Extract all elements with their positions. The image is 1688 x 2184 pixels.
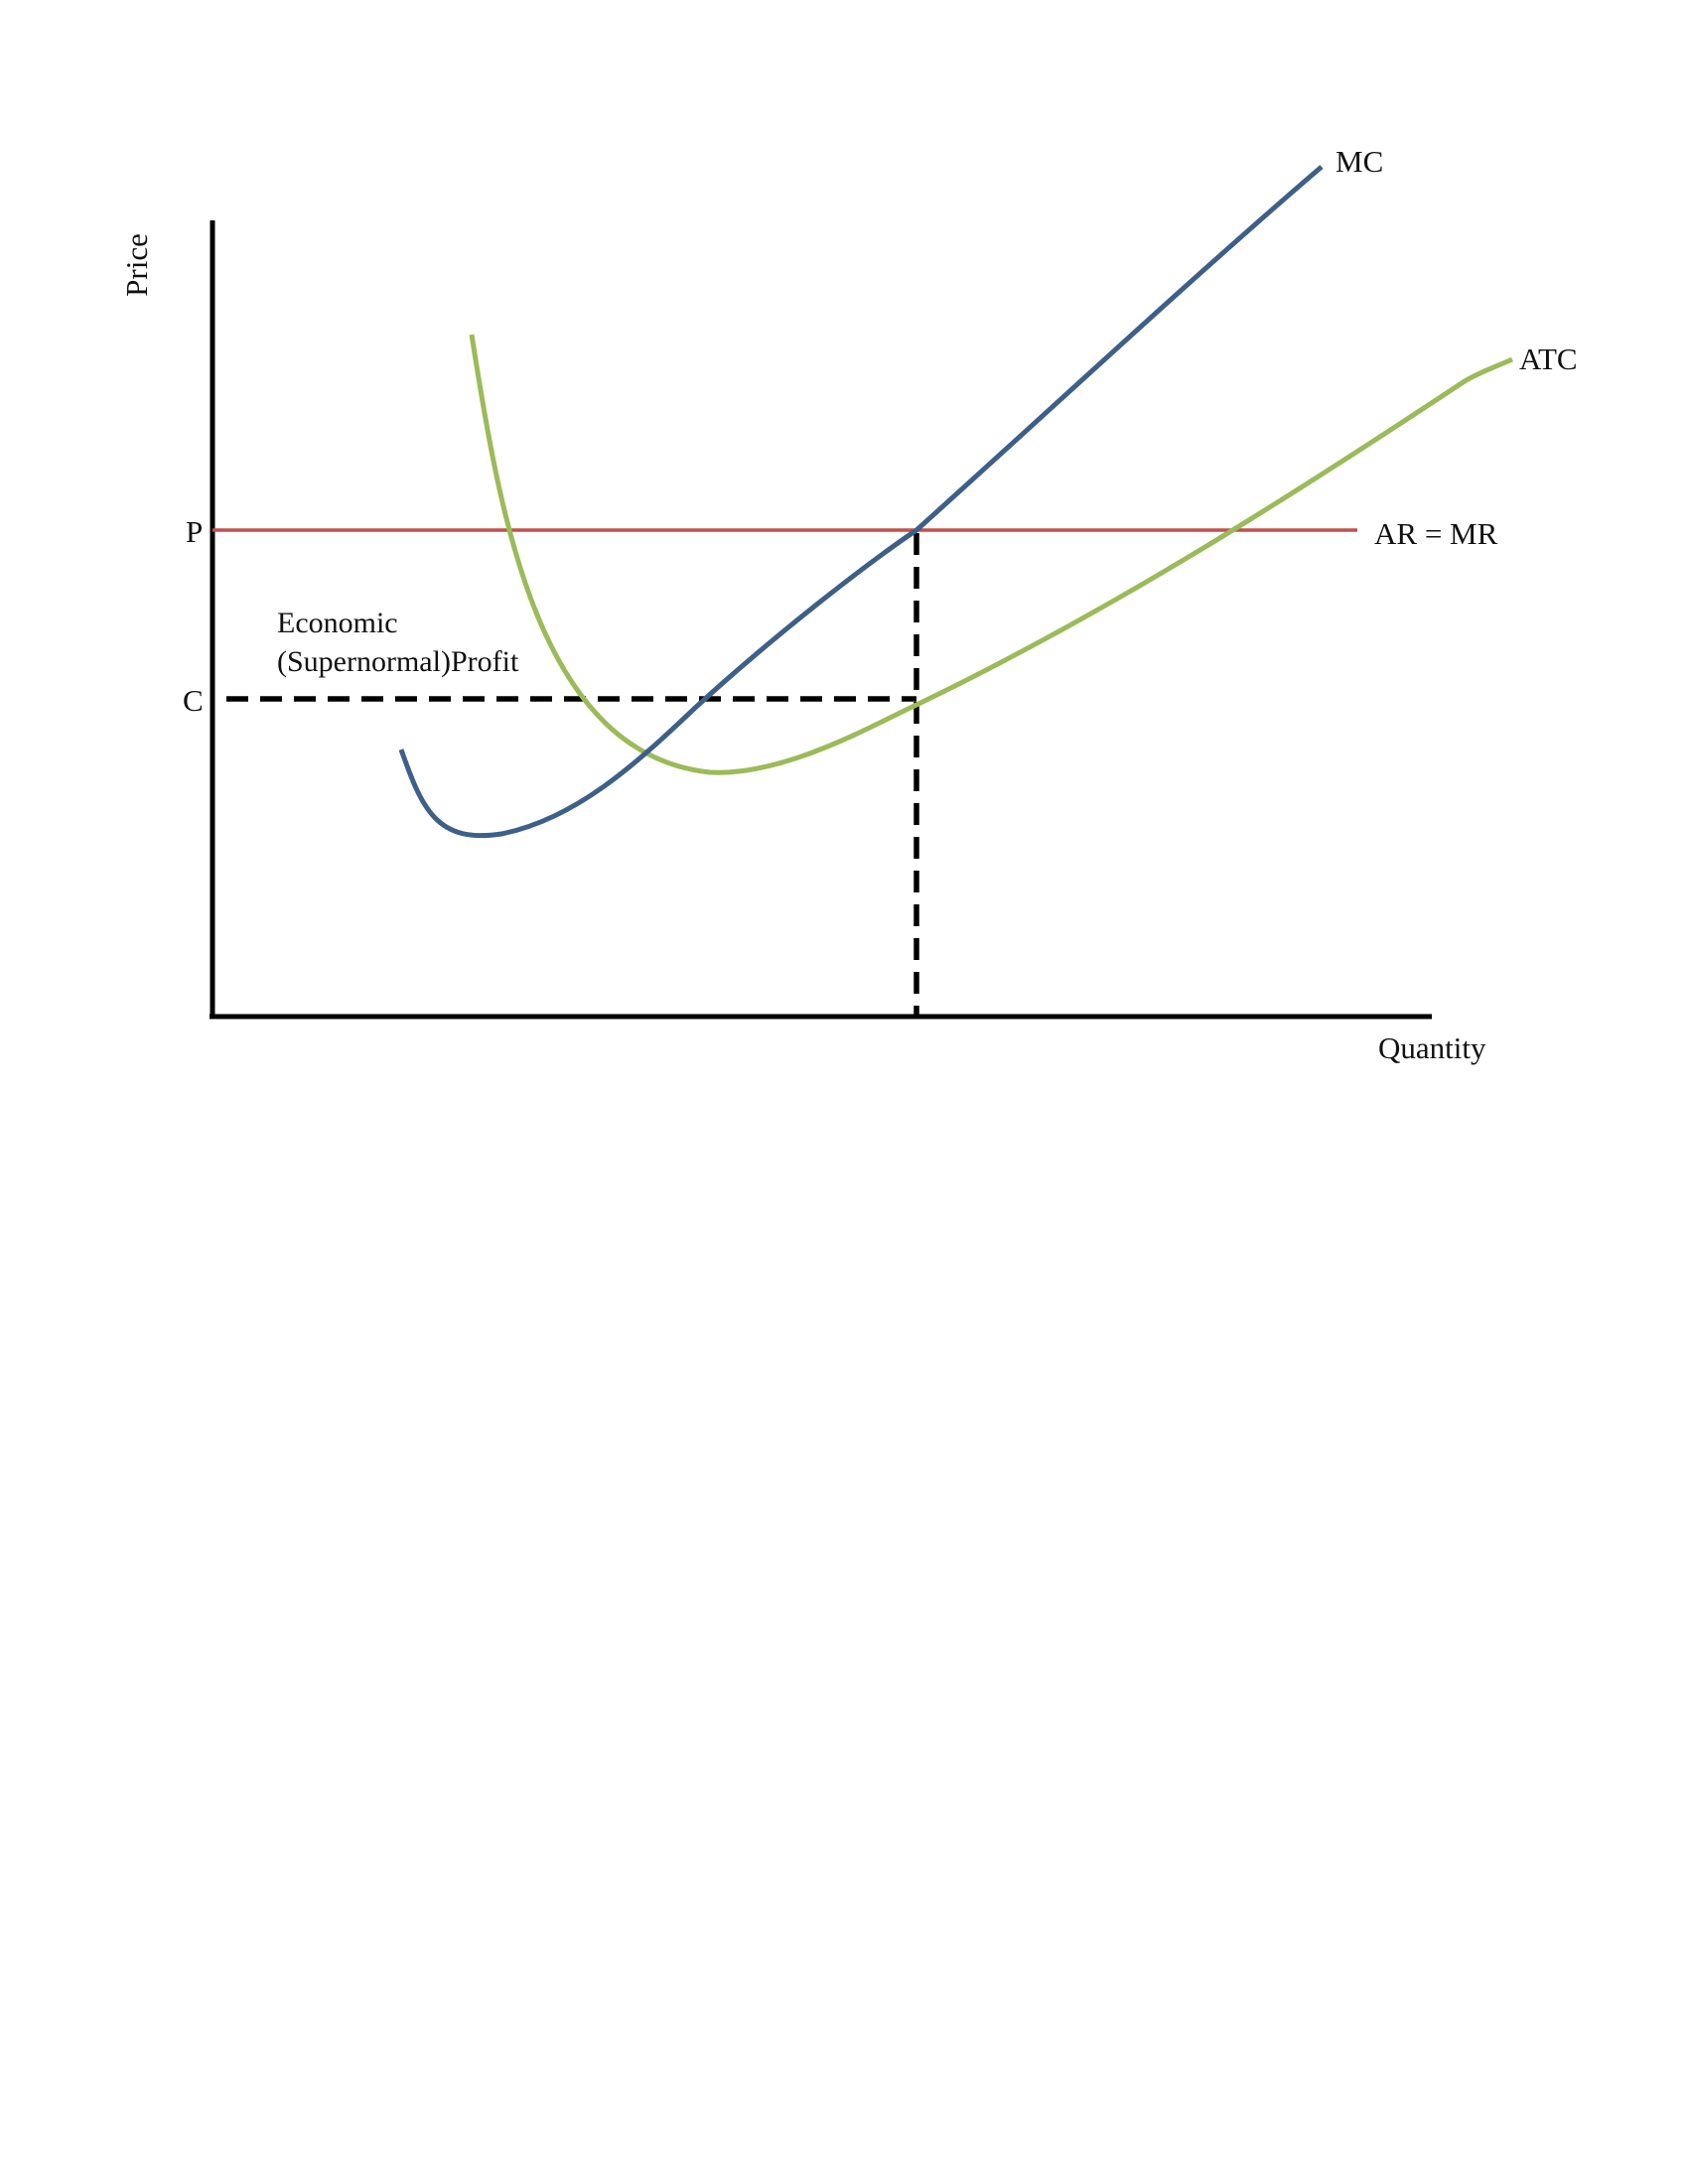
mc-curve	[398, 165, 1324, 839]
price-level-label: P	[186, 514, 203, 549]
atc-curve	[469, 334, 1514, 775]
ar-mr-label: AR = MR	[1374, 516, 1498, 551]
x-axis-label: Quantity	[1378, 1030, 1486, 1065]
y-axis-label: Price	[119, 233, 154, 297]
cost-level-label: C	[183, 683, 204, 718]
mc-label: MC	[1336, 144, 1383, 179]
profit-label-line1: Economic	[277, 607, 398, 639]
atc-label: ATC	[1519, 341, 1578, 376]
profit-label-line2: (Supernormal)Profit	[277, 645, 519, 678]
